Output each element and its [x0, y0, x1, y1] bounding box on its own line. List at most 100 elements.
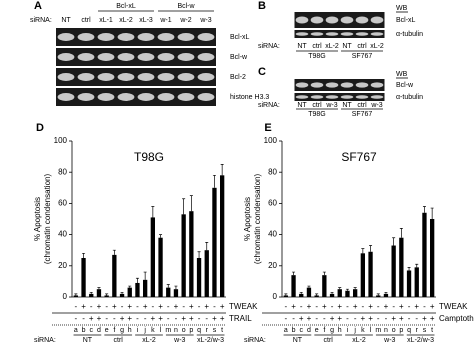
error-bar	[353, 287, 357, 290]
lane-label: xL-2	[325, 43, 339, 50]
x-tick-label: k	[361, 327, 365, 334]
gel-band	[325, 82, 339, 88]
gel-band	[370, 16, 384, 24]
lane-label: xL-1	[99, 17, 113, 24]
x-tick-label: p	[399, 327, 403, 334]
y-tick-label: 100	[54, 136, 68, 145]
row-label: Bcl-w	[396, 82, 414, 89]
x-tick-label: d	[307, 327, 311, 334]
error-bar	[112, 249, 116, 255]
y-axis-label: (chromatin condensation)	[43, 174, 52, 265]
error-bar	[166, 284, 170, 288]
error-bar	[315, 293, 319, 296]
error-bar	[345, 288, 349, 291]
gel-band	[310, 95, 324, 99]
treatment-sign: -	[377, 314, 380, 323]
lane-label: w-3	[325, 102, 337, 109]
treatment-sign: -	[377, 302, 380, 311]
gel-band	[355, 82, 369, 88]
panel-label: C	[258, 66, 266, 78]
group-label: NT	[293, 337, 303, 344]
treatment-sign: -	[346, 302, 349, 311]
treatment-sign: -	[82, 314, 85, 323]
bar	[345, 290, 350, 297]
treatment-label: Camptothecin	[439, 314, 474, 323]
gel-band	[137, 33, 155, 41]
gel-band	[97, 93, 115, 101]
lane-label: ctrl	[312, 43, 322, 50]
error-bar	[174, 285, 178, 290]
group-label: ctrl	[114, 337, 124, 344]
bar	[212, 187, 217, 297]
bar	[166, 287, 171, 297]
sirna-label: siRNA:	[258, 102, 280, 109]
y-axis-label: % Apoptosis	[243, 197, 252, 241]
gel-band	[157, 93, 175, 101]
group-label: Bcl-w	[177, 3, 195, 10]
x-tick-label: l	[370, 327, 372, 334]
bar	[429, 219, 435, 297]
group-label: Bcl-xL	[116, 3, 136, 10]
bar	[299, 293, 304, 297]
error-bar	[399, 228, 403, 238]
lane-label: w-3	[199, 17, 211, 24]
y-tick-label: 0	[63, 292, 68, 301]
treatment-sign: -	[136, 302, 139, 311]
x-tick-label: i	[347, 327, 349, 334]
bar	[96, 289, 102, 297]
gel-band	[325, 95, 339, 99]
gel-band	[355, 16, 369, 24]
bar	[399, 237, 404, 297]
bar	[391, 245, 396, 297]
row-label: Bcl-2	[230, 74, 246, 81]
x-tick-label: g	[120, 327, 124, 334]
gel-band	[197, 73, 215, 81]
gel-band	[310, 82, 324, 88]
gel-band	[137, 53, 155, 61]
treatment-sign: +	[430, 314, 435, 323]
bar	[104, 295, 109, 297]
bar	[329, 293, 335, 297]
gel-band	[370, 82, 384, 88]
x-tick-label: g	[330, 327, 334, 334]
treatment-sign: +	[353, 302, 358, 311]
cell-label: SF767	[352, 53, 373, 60]
lane-label: ctrl	[312, 102, 322, 109]
gel-band	[325, 32, 339, 36]
gel-band	[340, 16, 354, 24]
treatment-sign: +	[151, 314, 156, 323]
bar	[196, 258, 202, 297]
treatment-sign: +	[189, 314, 194, 323]
group-label: w-3	[383, 337, 395, 344]
x-tick-label: f	[113, 327, 115, 334]
lane-label: NT	[342, 43, 352, 50]
error-bar	[430, 207, 434, 219]
gel-band	[295, 16, 309, 24]
bar	[173, 289, 179, 297]
chart-title: SF767	[341, 150, 377, 164]
gel-band	[295, 95, 309, 99]
treatment-sign: +	[212, 314, 217, 323]
panel-label: D	[36, 122, 44, 134]
lane-label: w-3	[370, 102, 382, 109]
cell-label: SF767	[352, 111, 373, 118]
gel-band	[77, 33, 95, 41]
x-tick-label: a	[284, 327, 288, 334]
gel-band	[310, 16, 324, 24]
treatment-sign: +	[337, 302, 342, 311]
x-tick-label: h	[128, 327, 132, 334]
treatment-sign: -	[213, 302, 216, 311]
treatment-sign: +	[330, 314, 335, 323]
error-bar	[128, 285, 132, 288]
gel-band	[177, 33, 195, 41]
lane-label: w-1	[159, 17, 171, 24]
bar	[337, 289, 342, 297]
lane-label: w-2	[179, 17, 191, 24]
gel-band	[340, 32, 354, 36]
gel-strip	[56, 68, 216, 86]
treatment-label: TRAIL	[229, 314, 252, 323]
treatment-sign: +	[368, 314, 373, 323]
gel-band	[57, 33, 75, 41]
gel-band	[310, 32, 324, 36]
y-tick-label: 100	[264, 136, 278, 145]
